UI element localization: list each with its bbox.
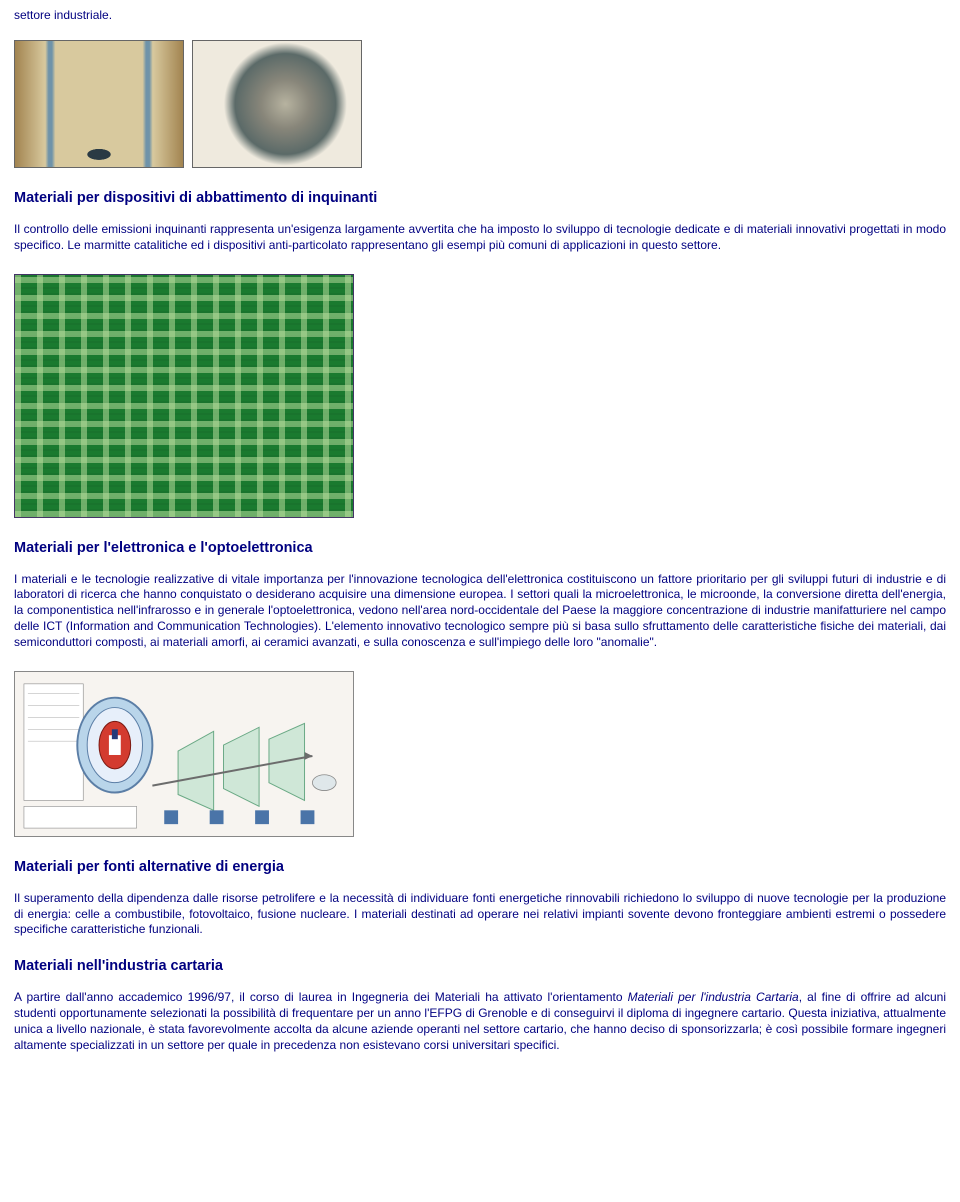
image-catalytic-converter-assembly [192, 40, 362, 168]
catalytic-images-row [14, 40, 946, 168]
body-cartaria-italic: Materiali per l'industria Cartaria [628, 990, 799, 1004]
heading-elettronica: Materiali per l'elettronica e l'optoelet… [14, 540, 946, 556]
body-elettronica: I materiali e le tecnologie realizzative… [14, 572, 946, 651]
image-catalytic-converter-cutaway [14, 40, 184, 168]
image-fusion-reactor-diagram [14, 671, 354, 837]
body-energia: Il superamento della dipendenza dalle ri… [14, 891, 946, 938]
body-abbattimento: Il controllo delle emissioni inquinanti … [14, 222, 946, 254]
heading-energia: Materiali per fonti alternative di energ… [14, 859, 946, 875]
top-fragment-text: settore industriale. [14, 8, 946, 22]
image-pcb-circuit-board [14, 274, 354, 518]
body-cartaria-pre: A partire dall'anno accademico 1996/97, … [14, 990, 628, 1004]
heading-abbattimento: Materiali per dispositivi di abbattiment… [14, 190, 946, 206]
heading-cartaria: Materiali nell'industria cartaria [14, 958, 946, 974]
body-cartaria: A partire dall'anno accademico 1996/97, … [14, 990, 946, 1053]
